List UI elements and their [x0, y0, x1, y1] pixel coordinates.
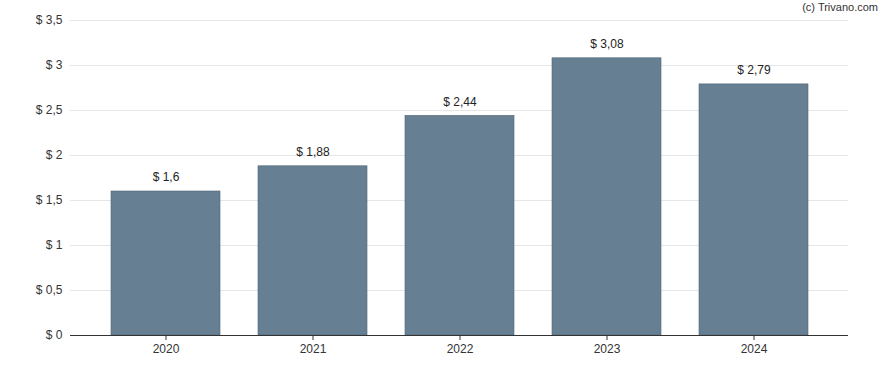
svg-text:$ 1,88: $ 1,88: [296, 145, 330, 159]
svg-text:2023: 2023: [594, 342, 621, 356]
svg-text:$ 2,5: $ 2,5: [36, 103, 63, 117]
svg-text:$ 1,6: $ 1,6: [153, 170, 180, 184]
svg-text:2020: 2020: [153, 342, 180, 356]
svg-text:$ 3,5: $ 3,5: [36, 13, 63, 27]
svg-text:$ 3,08: $ 3,08: [590, 37, 624, 51]
svg-text:2021: 2021: [300, 342, 327, 356]
svg-text:$ 1: $ 1: [46, 238, 63, 252]
svg-text:2022: 2022: [447, 342, 474, 356]
html-text:(c) Trivano.com: (c) Trivano.com: [802, 1, 878, 13]
svg-text:$ 2: $ 2: [46, 148, 63, 162]
svg-text:$ 3: $ 3: [46, 58, 63, 72]
svg-text:$ 0,5: $ 0,5: [36, 283, 63, 297]
svg-text:2024: 2024: [741, 342, 768, 356]
svg-text:$ 1,5: $ 1,5: [36, 193, 63, 207]
svg-text:$ 2,44: $ 2,44: [443, 95, 477, 109]
svg-text:$ 0: $ 0: [46, 328, 63, 342]
svg-text:$ 2,79: $ 2,79: [737, 63, 771, 77]
